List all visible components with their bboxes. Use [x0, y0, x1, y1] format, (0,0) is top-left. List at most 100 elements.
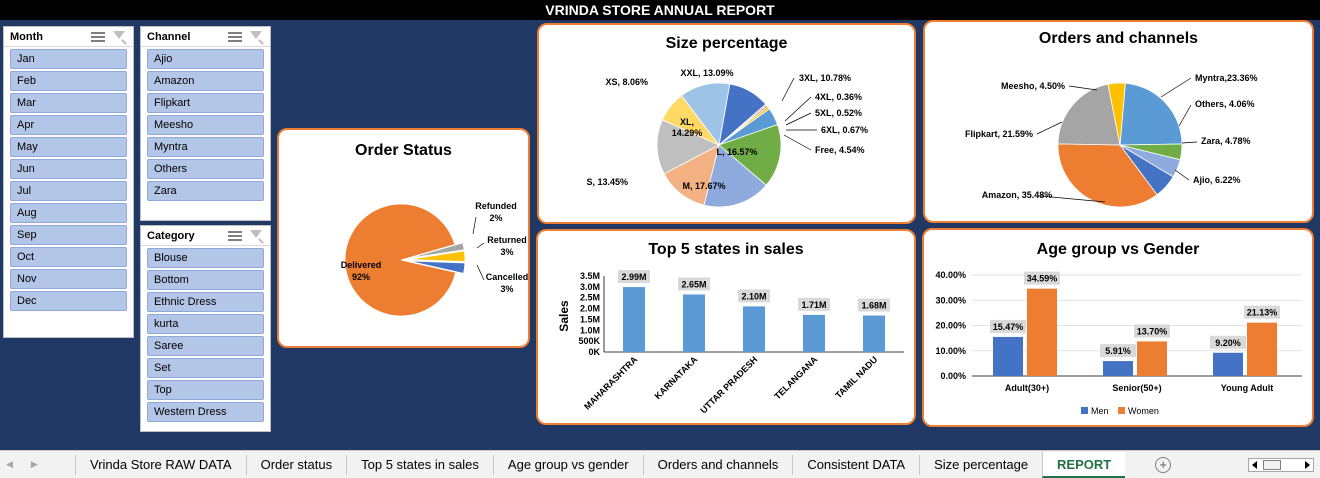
slice-name: Refunded	[475, 201, 517, 211]
leader-line	[1174, 169, 1190, 181]
bar[interactable]	[803, 314, 825, 352]
multi-select-icon[interactable]	[228, 31, 242, 43]
sheet-tab[interactable]: Vrinda Store RAW DATA	[75, 454, 246, 475]
category-slicer-item[interactable]: Blouse	[147, 248, 264, 268]
month-slicer-item[interactable]: Dec	[10, 291, 127, 311]
category-slicer-item[interactable]: Ethnic Dress	[147, 292, 264, 312]
slice-label: Returned 3%	[487, 235, 527, 257]
month-slicer-item[interactable]: Mar	[10, 93, 127, 113]
scroll-thumb[interactable]	[1263, 460, 1281, 470]
bar[interactable]	[1247, 322, 1277, 376]
channel-slicer-item[interactable]: Ajio	[147, 49, 264, 69]
bar[interactable]	[1027, 288, 1057, 376]
scroll-right-icon[interactable]	[1305, 461, 1310, 469]
report-title: VRINDA STORE ANNUAL REPORT	[0, 0, 1320, 20]
bar[interactable]	[623, 287, 645, 352]
leader-line	[783, 134, 812, 151]
scroll-left-icon[interactable]	[1252, 461, 1257, 469]
multi-select-icon[interactable]	[228, 230, 242, 242]
clear-filter-icon[interactable]	[250, 229, 264, 242]
age-gender-chart[interactable]: Age group vs Gender 0.00% 10.00% 20.00% 30.…	[922, 228, 1314, 427]
month-slicer-item[interactable]: May	[10, 137, 127, 157]
sheet-tab[interactable]: Consistent DATA	[792, 454, 919, 475]
age-gender-svg: 0.00% 10.00% 20.00% 30.00% 40.00% 15.47% 34.59…	[935, 270, 1302, 416]
pie-slice[interactable]	[408, 250, 466, 262]
month-slicer-item[interactable]: Nov	[10, 269, 127, 289]
pie-slice[interactable]	[1057, 83, 1121, 146]
size-percentage-chart[interactable]: Size percentage 3XL, 10.78% 4XL, 0.36% 5XL…	[537, 23, 916, 224]
channel-slicer-item[interactable]: Others	[147, 159, 264, 179]
multi-select-icon[interactable]	[91, 31, 105, 43]
clear-filter-icon[interactable]	[113, 30, 127, 43]
month-slicer-item[interactable]: Apr	[10, 115, 127, 135]
y-tick-label: 2.0M	[580, 304, 600, 314]
sheet-tab[interactable]: Orders and channels	[642, 454, 793, 475]
legend-label: Women	[1128, 406, 1159, 416]
sheet-tab[interactable]: Top 5 states in sales	[346, 454, 493, 475]
sheet-tab[interactable]: REPORT	[1042, 451, 1126, 478]
channel-slicer-item[interactable]: Amazon	[147, 71, 264, 91]
pie-slice[interactable]	[344, 203, 457, 317]
pie-slice[interactable]	[656, 119, 720, 175]
channel-slicer-item[interactable]: Flipkart	[147, 93, 264, 113]
month-slicer-item[interactable]: Jul	[10, 181, 127, 201]
channel-slicer-item[interactable]: Meesho	[147, 115, 264, 135]
data-label-bg	[798, 297, 830, 311]
top5-states-chart[interactable]: Top 5 states in sales 0K 500K 1.0M 1.5M 2.0M…	[536, 229, 916, 425]
leader-line	[784, 96, 812, 122]
month-slicer-item[interactable]: Jan	[10, 49, 127, 69]
category-slicer-item[interactable]: Saree	[147, 336, 264, 356]
pie-slice[interactable]	[408, 260, 466, 274]
add-sheet-icon[interactable]: +	[1155, 456, 1172, 473]
month-slicer-item[interactable]: Jun	[10, 159, 127, 179]
sheet-tab[interactable]: Age group vs gender	[492, 454, 643, 475]
channel-slicer-item[interactable]: Myntra	[147, 137, 264, 157]
pie-slice[interactable]	[1107, 82, 1126, 146]
pie-slice[interactable]	[703, 144, 767, 208]
order-status-chart[interactable]: Order Status Delivered 92% Refunded 2% Retur…	[277, 128, 530, 348]
slice-label-part: XL,	[680, 117, 694, 127]
tab-scroll-arrows[interactable]: ◀▶	[6, 459, 56, 469]
horizontal-scrollbar[interactable]	[1248, 458, 1314, 472]
y-tick-label: 2.5M	[580, 293, 600, 303]
slice-label: XL, 14.29%	[672, 117, 703, 138]
x-tick-label: Young Adult	[1221, 383, 1273, 393]
size-percentage-svg: 3XL, 10.78% 4XL, 0.36% 5XL, 0.52% 6XL, 0.67…	[586, 68, 868, 208]
bar[interactable]	[993, 336, 1023, 376]
bar[interactable]	[863, 315, 885, 352]
bar[interactable]	[743, 306, 765, 352]
bar[interactable]	[1103, 361, 1133, 376]
category-slicer-item[interactable]: Set	[147, 358, 264, 378]
pie-slice[interactable]	[1119, 82, 1183, 146]
pie-slice[interactable]	[408, 242, 465, 259]
sheet-tab[interactable]: Order status	[245, 454, 347, 475]
month-slicer-header: Month	[4, 27, 133, 47]
bar[interactable]	[683, 294, 705, 352]
clear-filter-icon[interactable]	[250, 30, 264, 43]
pie-slice[interactable]	[681, 82, 731, 146]
bar[interactable]	[1137, 341, 1167, 376]
slice-value: 3%	[500, 284, 513, 294]
bar[interactable]	[1213, 352, 1243, 376]
category-slicer-item[interactable]: Western Dress	[147, 402, 264, 422]
category-slicer-item[interactable]: Top	[147, 380, 264, 400]
slice-label: 4XL, 0.36%	[815, 92, 862, 102]
channel-slicer: Channel Ajio Amazon Flipkart Meesho Myntra Ot…	[140, 26, 271, 221]
y-tick-label: 3.0M	[580, 282, 600, 292]
month-slicer: Month Jan Feb Mar Apr May Jun Jul Aug Sep Oct Nov D…	[3, 26, 134, 338]
pie-slice[interactable]	[718, 124, 782, 186]
pie-slice[interactable]	[1057, 143, 1158, 208]
sheet-tab[interactable]: Size percentage	[919, 454, 1042, 475]
month-slicer-item[interactable]: Aug	[10, 203, 127, 223]
month-slicer-item[interactable]: Sep	[10, 225, 127, 245]
category-slicer-item[interactable]: Bottom	[147, 270, 264, 290]
data-label: 2.65M	[681, 279, 706, 289]
month-slicer-item[interactable]: Oct	[10, 247, 127, 267]
slice-label: XS, 8.06%	[605, 77, 648, 87]
channel-slicer-item[interactable]: Zara	[147, 181, 264, 201]
month-slicer-item[interactable]: Feb	[10, 71, 127, 91]
chart-title: Orders and channels	[1038, 30, 1199, 47]
category-slicer-item[interactable]: kurta	[147, 314, 264, 334]
orders-channels-chart[interactable]: Orders and channels Myntra,23.36% Others,…	[923, 20, 1314, 223]
x-tick-label: TELANGANA	[772, 354, 819, 401]
